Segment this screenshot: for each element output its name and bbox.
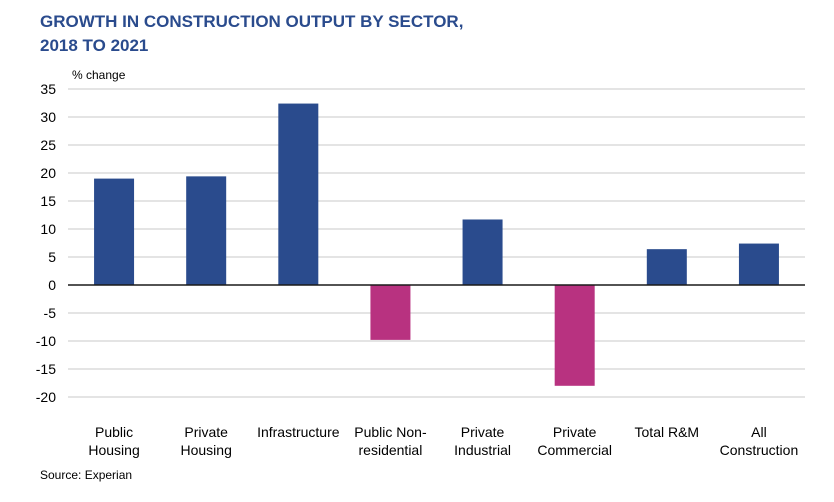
x-tick-label-line: Public [95,424,133,440]
bar [186,176,227,285]
x-tick-label-line: Housing [88,442,139,458]
x-tick-labels: Public Housing Private Housing Infrastructur… [88,424,798,458]
x-tick-label: Private Housing [181,424,232,458]
x-tick-label-line: Infrastructure [257,424,340,440]
y-tick-label: -20 [36,389,56,405]
y-tick-label: 30 [40,109,56,125]
chart-title: GROWTH IN CONSTRUCTION OUTPUT BY SECTOR,… [40,10,463,58]
bar [94,178,135,285]
x-tick-label-line: All [751,424,767,440]
gridlines [68,88,805,398]
bar [462,219,503,285]
y-tick-label: -5 [44,305,57,321]
x-tick-label: Private Commercial [537,424,612,458]
bar [370,285,411,340]
bar [646,249,687,285]
bar [278,103,319,285]
chart-title-line-1: GROWTH IN CONSTRUCTION OUTPUT BY SECTOR, [40,12,464,31]
x-tick-label-line: Private [461,424,505,440]
x-tick-label-line: Construction [720,442,799,458]
y-tick-label: 5 [48,249,56,265]
x-tick-label-line: Total R&M [635,424,700,440]
x-tick-label-line: Private [553,424,597,440]
x-tick-label-line: residential [359,442,423,458]
bars [68,103,805,386]
y-tick-label: 0 [48,277,56,293]
x-tick-label-line: Housing [181,442,232,458]
y-tick-label: -10 [36,333,56,349]
source-note: Source: Experian [40,468,133,482]
x-tick-label: All Construction [720,424,799,458]
y-tick-label: -15 [36,361,56,377]
y-tick-label: 20 [40,165,56,181]
x-tick-label-line: Commercial [537,442,612,458]
x-tick-label: Private Industrial [454,424,511,458]
x-tick-label: Public Non-residential [354,424,427,458]
x-tick-label: Infrastructure [257,424,340,440]
y-tick-label: 25 [40,137,56,153]
x-tick-label-line: Public Non- [354,424,427,440]
y-axis-label: % change [72,68,126,82]
x-tick-label-line: Industrial [454,442,511,458]
y-tick-label: 10 [40,221,56,237]
x-tick-label-line: Private [184,424,228,440]
chart-title-line-2: 2018 TO 2021 [40,36,149,55]
x-tick-label: Public Housing [88,424,139,458]
bar [554,285,595,386]
y-tick-label: 35 [40,81,56,97]
y-tick-labels: 35 30 25 20 15 10 5 0 -5 -10 -15 -20 [36,81,56,405]
bar [738,243,779,285]
y-tick-label: 15 [40,193,56,209]
x-tick-label: Total R&M [635,424,700,440]
